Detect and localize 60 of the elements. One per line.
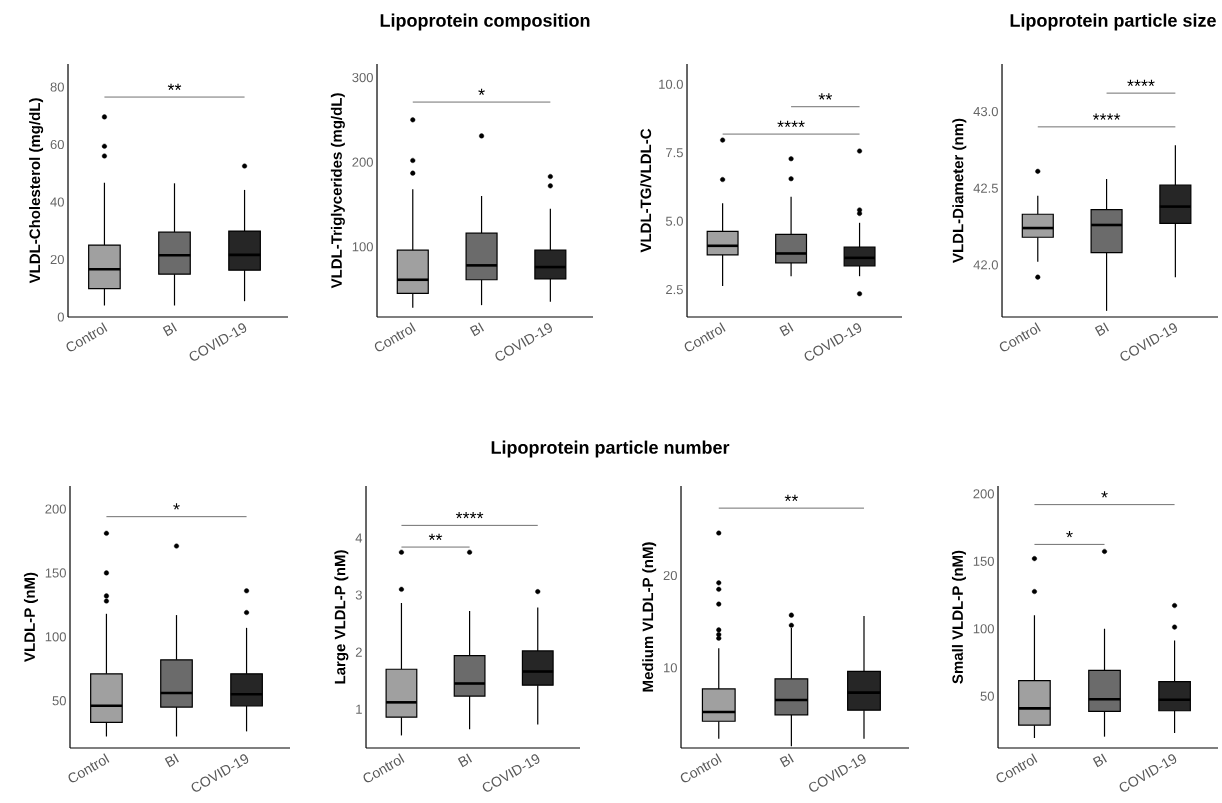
x-tick-label: BI (469, 322, 484, 337)
y-tick-label: 150 (45, 568, 66, 578)
annotation: **** (1127, 79, 1155, 87)
annotation: ** (428, 533, 443, 541)
y-tick-label: 80 (50, 82, 64, 92)
x-tick-label: BI (779, 322, 794, 337)
y-tick-label: 60 (50, 139, 64, 150)
y-tick-label: 100 (973, 624, 994, 634)
y-tick-label: 2.5 (666, 285, 683, 295)
y-tick-label: 2 (355, 647, 362, 657)
x-tick-label: BI (457, 753, 473, 768)
annotation: * (1101, 491, 1108, 498)
y-tick-label: 0 (57, 312, 64, 322)
annotation: ** (167, 83, 182, 90)
annotation: **** (1092, 113, 1121, 120)
y-tick-label: 4 (355, 533, 363, 543)
y-axis-title: VLDL-TG/VLDL-C (640, 128, 652, 253)
y-tick-label: 5.0 (665, 216, 683, 226)
chart-title: Lipoprotein particle size (1010, 13, 1216, 31)
text: Lipoprotein particle number (491, 440, 730, 458)
y-tick-label: 100 (352, 242, 373, 252)
y-tick-label: 42.5 (973, 183, 998, 193)
y-tick-label: 200 (45, 504, 66, 514)
y-tick-label: 20 (50, 254, 64, 265)
y-tick-label: 1 (356, 704, 362, 714)
x-tick-label: BI (162, 322, 177, 337)
y-axis-title: Large VLDL-P (nM) (334, 550, 349, 684)
y-tick-label: 10 (664, 663, 677, 673)
x-tick-label: BI (1092, 753, 1107, 768)
y-tick-label: 7.5 (666, 148, 683, 158)
annotation: ** (818, 93, 833, 100)
y-axis-title: Medium VLDL-P (nM) (642, 542, 657, 692)
annotation: **** (455, 511, 484, 519)
y-tick-label: 150 (973, 556, 994, 566)
y-axis-title: VLDL-Diameter (nm) (952, 118, 967, 263)
annotation: ** (784, 494, 799, 502)
y-axis-title: VLDL-P (nM) (23, 572, 38, 662)
y-tick-label: 200 (352, 157, 373, 167)
y-tick-label: 300 (352, 72, 373, 83)
annotation: * (478, 88, 485, 95)
y-tick-label: 10.0 (659, 79, 683, 89)
annotation: * (173, 503, 180, 510)
y-tick-label: 42.0 (973, 260, 998, 270)
y-tick-label: 40 (50, 197, 64, 207)
x-tick-label: BI (779, 753, 794, 768)
y-tick-label: 3 (355, 590, 362, 600)
y-tick-label: 200 (973, 489, 994, 499)
y-tick-label: 50 (52, 696, 66, 706)
y-axis-title: VLDL-Triglycerides (mg/dL) (330, 93, 345, 289)
y-axis-title: Small VLDL-P (nM) (951, 550, 966, 684)
y-tick-label: 20 (663, 570, 677, 581)
x-tick-label: BI (1094, 322, 1109, 337)
y-tick-label: 43.0 (973, 106, 998, 117)
y-axis-title: VLDL-Cholesterol (mg/dL) (29, 98, 44, 284)
y-tick-label: 50 (980, 691, 994, 701)
annotation: **** (777, 120, 805, 128)
x-tick-label: BI (164, 753, 179, 768)
chart-title: Lipoprotein composition (380, 13, 590, 31)
annotation: * (1066, 531, 1073, 538)
y-tick-label: 100 (45, 632, 66, 642)
